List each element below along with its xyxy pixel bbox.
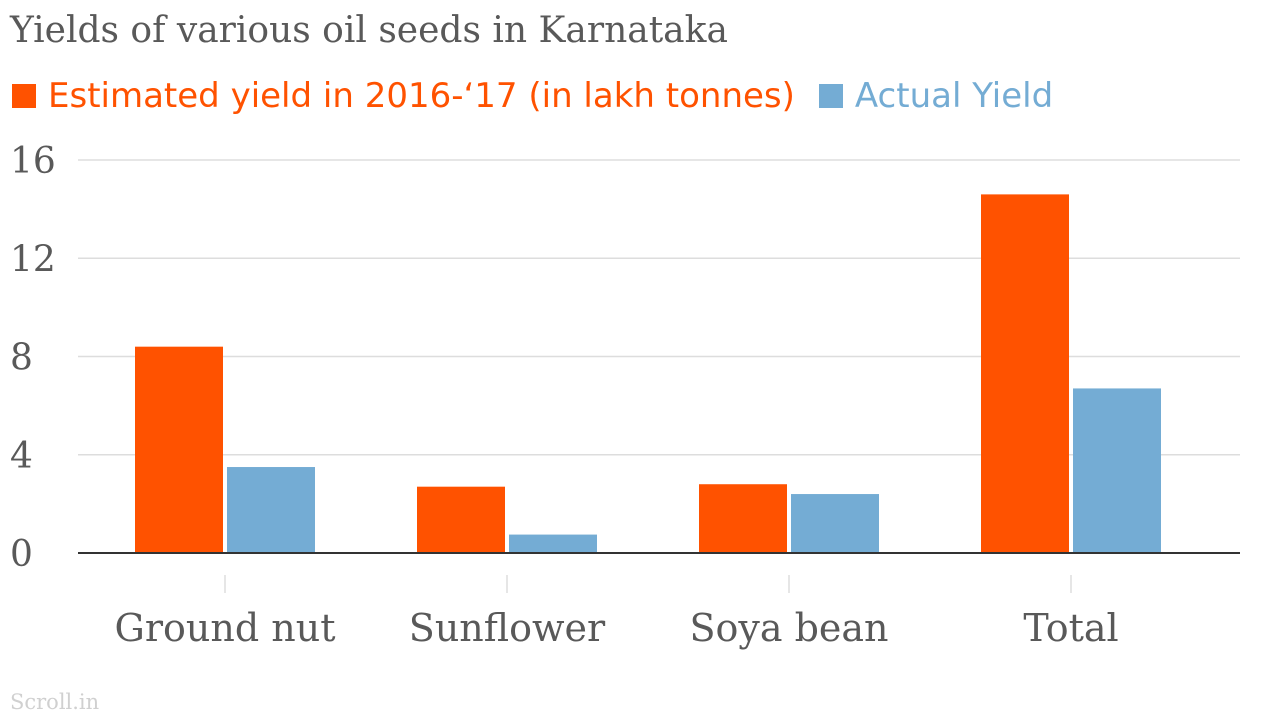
legend-swatch-actual [818, 84, 843, 108]
legend-label-estimated: Estimated yield in 2016-‘17 (in lakh ton… [48, 76, 795, 116]
x-axis: Ground nut Sunflower Soya bean Total [78, 552, 1240, 650]
chart-title: Yields of various oil seeds in Karnataka [10, 10, 728, 51]
bar-actual [1073, 388, 1161, 553]
legend-label-actual: Actual Yield [854, 76, 1054, 116]
bar-actual [791, 494, 879, 553]
legend: Estimated yield in 2016-‘17 (in lakh ton… [12, 76, 1077, 116]
bars [135, 194, 1161, 553]
category-label: Soya bean [689, 606, 888, 650]
bar-estimated [981, 194, 1069, 553]
legend-swatch-estimated [12, 84, 36, 108]
y-tick-label: 0 [10, 534, 33, 575]
legend-item-estimated: Estimated yield in 2016-‘17 (in lakh ton… [12, 76, 795, 116]
bar-estimated [135, 346, 223, 553]
y-tick-label: 4 [10, 436, 33, 477]
bar-estimated [699, 484, 787, 553]
y-tick-label: 12 [10, 239, 56, 280]
y-tick-label: 8 [10, 338, 33, 379]
bar-actual [509, 534, 597, 553]
category-label: Total [1023, 606, 1118, 650]
category-label: Sunflower [409, 606, 606, 650]
category-label: Ground nut [115, 606, 336, 650]
y-axis-ticks: 0 4 8 12 16 [10, 141, 56, 575]
y-tick-label: 16 [10, 141, 56, 182]
source-credit: Scroll.in [10, 690, 100, 714]
legend-item-actual: Actual Yield [818, 76, 1054, 116]
bar-estimated [417, 486, 505, 553]
bar-actual [227, 467, 315, 553]
